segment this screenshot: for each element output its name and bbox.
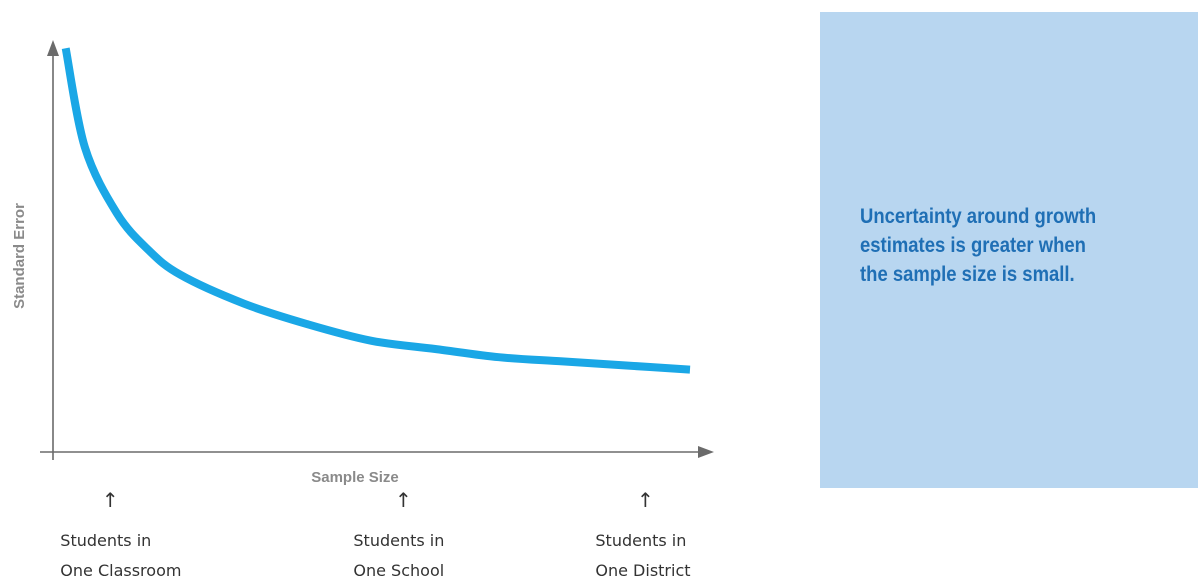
sample-markers: ↑ Students in One Classroom ↑ Students in One…	[60, 488, 690, 580]
x-axis	[40, 446, 714, 458]
marker-label-line2: One District	[595, 561, 690, 580]
marker-label-line1: Students in	[60, 531, 151, 550]
x-axis-title: Sample Size	[311, 469, 399, 486]
up-arrow-icon: ↑	[395, 488, 412, 512]
callout-text: Uncertainty around growth estimates is g…	[860, 205, 1097, 286]
sample-marker: ↑ Students in One School	[353, 488, 444, 580]
x-axis-arrowhead	[698, 446, 714, 458]
marker-label-line1: Students in	[595, 531, 686, 550]
sample-marker: ↑ Students in One Classroom	[60, 488, 181, 580]
y-axis	[47, 40, 59, 460]
marker-label-line1: Students in	[353, 531, 444, 550]
y-axis-title: Standard Error	[11, 203, 28, 309]
standard-error-curve	[61, 47, 691, 374]
up-arrow-icon: ↑	[102, 488, 119, 512]
up-arrow-icon: ↑	[637, 488, 654, 512]
sample-marker: ↑ Students in One District	[595, 488, 690, 580]
callout-box: Uncertainty around growth estimates is g…	[820, 12, 1198, 488]
standard-error-chart: Standard Error Sample Size ↑ Students in O…	[11, 40, 714, 580]
marker-label-line2: One Classroom	[60, 561, 181, 580]
y-axis-arrowhead	[47, 40, 59, 56]
marker-label-line2: One School	[353, 561, 444, 580]
